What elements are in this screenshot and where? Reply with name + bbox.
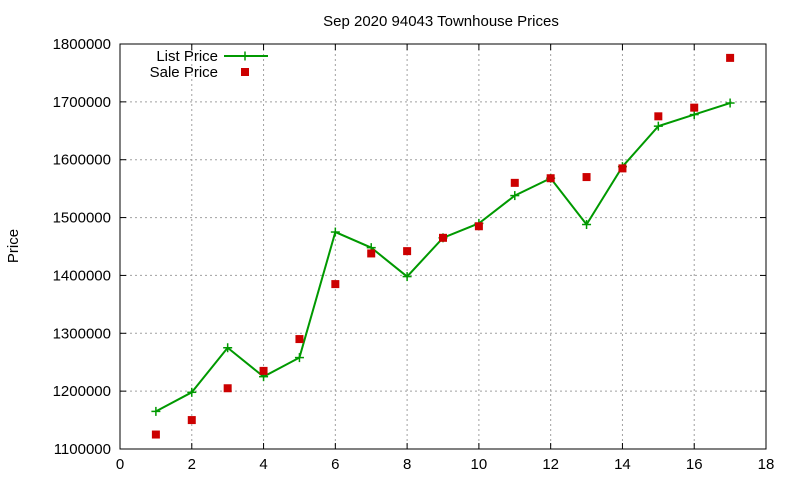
sale-price-point — [510, 178, 519, 187]
list-price-point — [151, 406, 161, 416]
sale-price-point — [367, 249, 376, 258]
list-price-point — [653, 121, 663, 131]
sale-price-point — [439, 233, 447, 242]
sale-price-point — [295, 335, 304, 344]
chart-title: Sep 2020 94043 Townhouse Prices — [323, 13, 559, 30]
legend-marker-sale-price — [241, 68, 249, 76]
list-price-line — [155, 102, 731, 413]
sale-price-point — [654, 112, 663, 121]
series-layer — [151, 53, 735, 439]
list-price-point — [294, 353, 304, 363]
sale-price-point — [618, 164, 627, 173]
sale-price-point — [726, 53, 735, 62]
y-tick-label: 1300000 — [53, 325, 111, 342]
legend-label-list-price: List Price — [156, 48, 218, 65]
x-tick-label: 2 — [188, 456, 196, 473]
y-tick-label: 1200000 — [53, 383, 111, 400]
list-price-point — [582, 220, 592, 230]
sale-price-point — [187, 416, 196, 425]
sale-price-point — [474, 222, 483, 231]
y-tick-label: 1100000 — [54, 441, 111, 458]
sale-price-point — [223, 384, 232, 393]
y-tick-label: 1600000 — [53, 152, 111, 169]
legend-label-sale-price: Sale Price — [150, 64, 218, 81]
list-price-point — [223, 343, 233, 353]
x-tick-label: 18 — [758, 456, 775, 473]
x-tick-label: 16 — [686, 456, 703, 473]
sale-price-point — [259, 366, 268, 375]
axis-layer: 0 2 4 6 8 10 12 14 16 18 1100000 1200000 1300000 1400… — [53, 36, 775, 473]
sale-price-point — [546, 174, 555, 183]
x-tick-label: 0 — [116, 456, 124, 473]
plot-border — [119, 43, 767, 450]
y-tick-label: 1800000 — [53, 36, 111, 53]
y-tick-label: 1700000 — [53, 94, 111, 111]
x-tick-label: 12 — [542, 456, 559, 473]
sale-price-point — [582, 173, 591, 182]
list-price-point — [330, 227, 340, 237]
x-tick-label: 8 — [403, 456, 411, 473]
y-tick-label: 1400000 — [53, 267, 111, 284]
x-tick-label: 10 — [471, 456, 488, 473]
x-tick-label: 14 — [614, 456, 631, 473]
sale-price-point — [331, 280, 340, 289]
y-axis-label: Price — [5, 229, 22, 263]
x-tick-label: 4 — [259, 456, 267, 473]
list-price-point — [510, 191, 520, 201]
x-tick-label: 6 — [331, 456, 339, 473]
sale-price-point — [151, 430, 160, 439]
y-tick-label: 1500000 — [53, 210, 111, 227]
list-price-point — [187, 387, 197, 397]
list-price-point — [402, 272, 412, 282]
legend-marker-list-price — [240, 51, 250, 61]
sale-price-point — [690, 103, 699, 112]
grid-layer — [120, 44, 766, 449]
sale-price-point — [403, 247, 412, 256]
list-price-point — [725, 98, 735, 108]
